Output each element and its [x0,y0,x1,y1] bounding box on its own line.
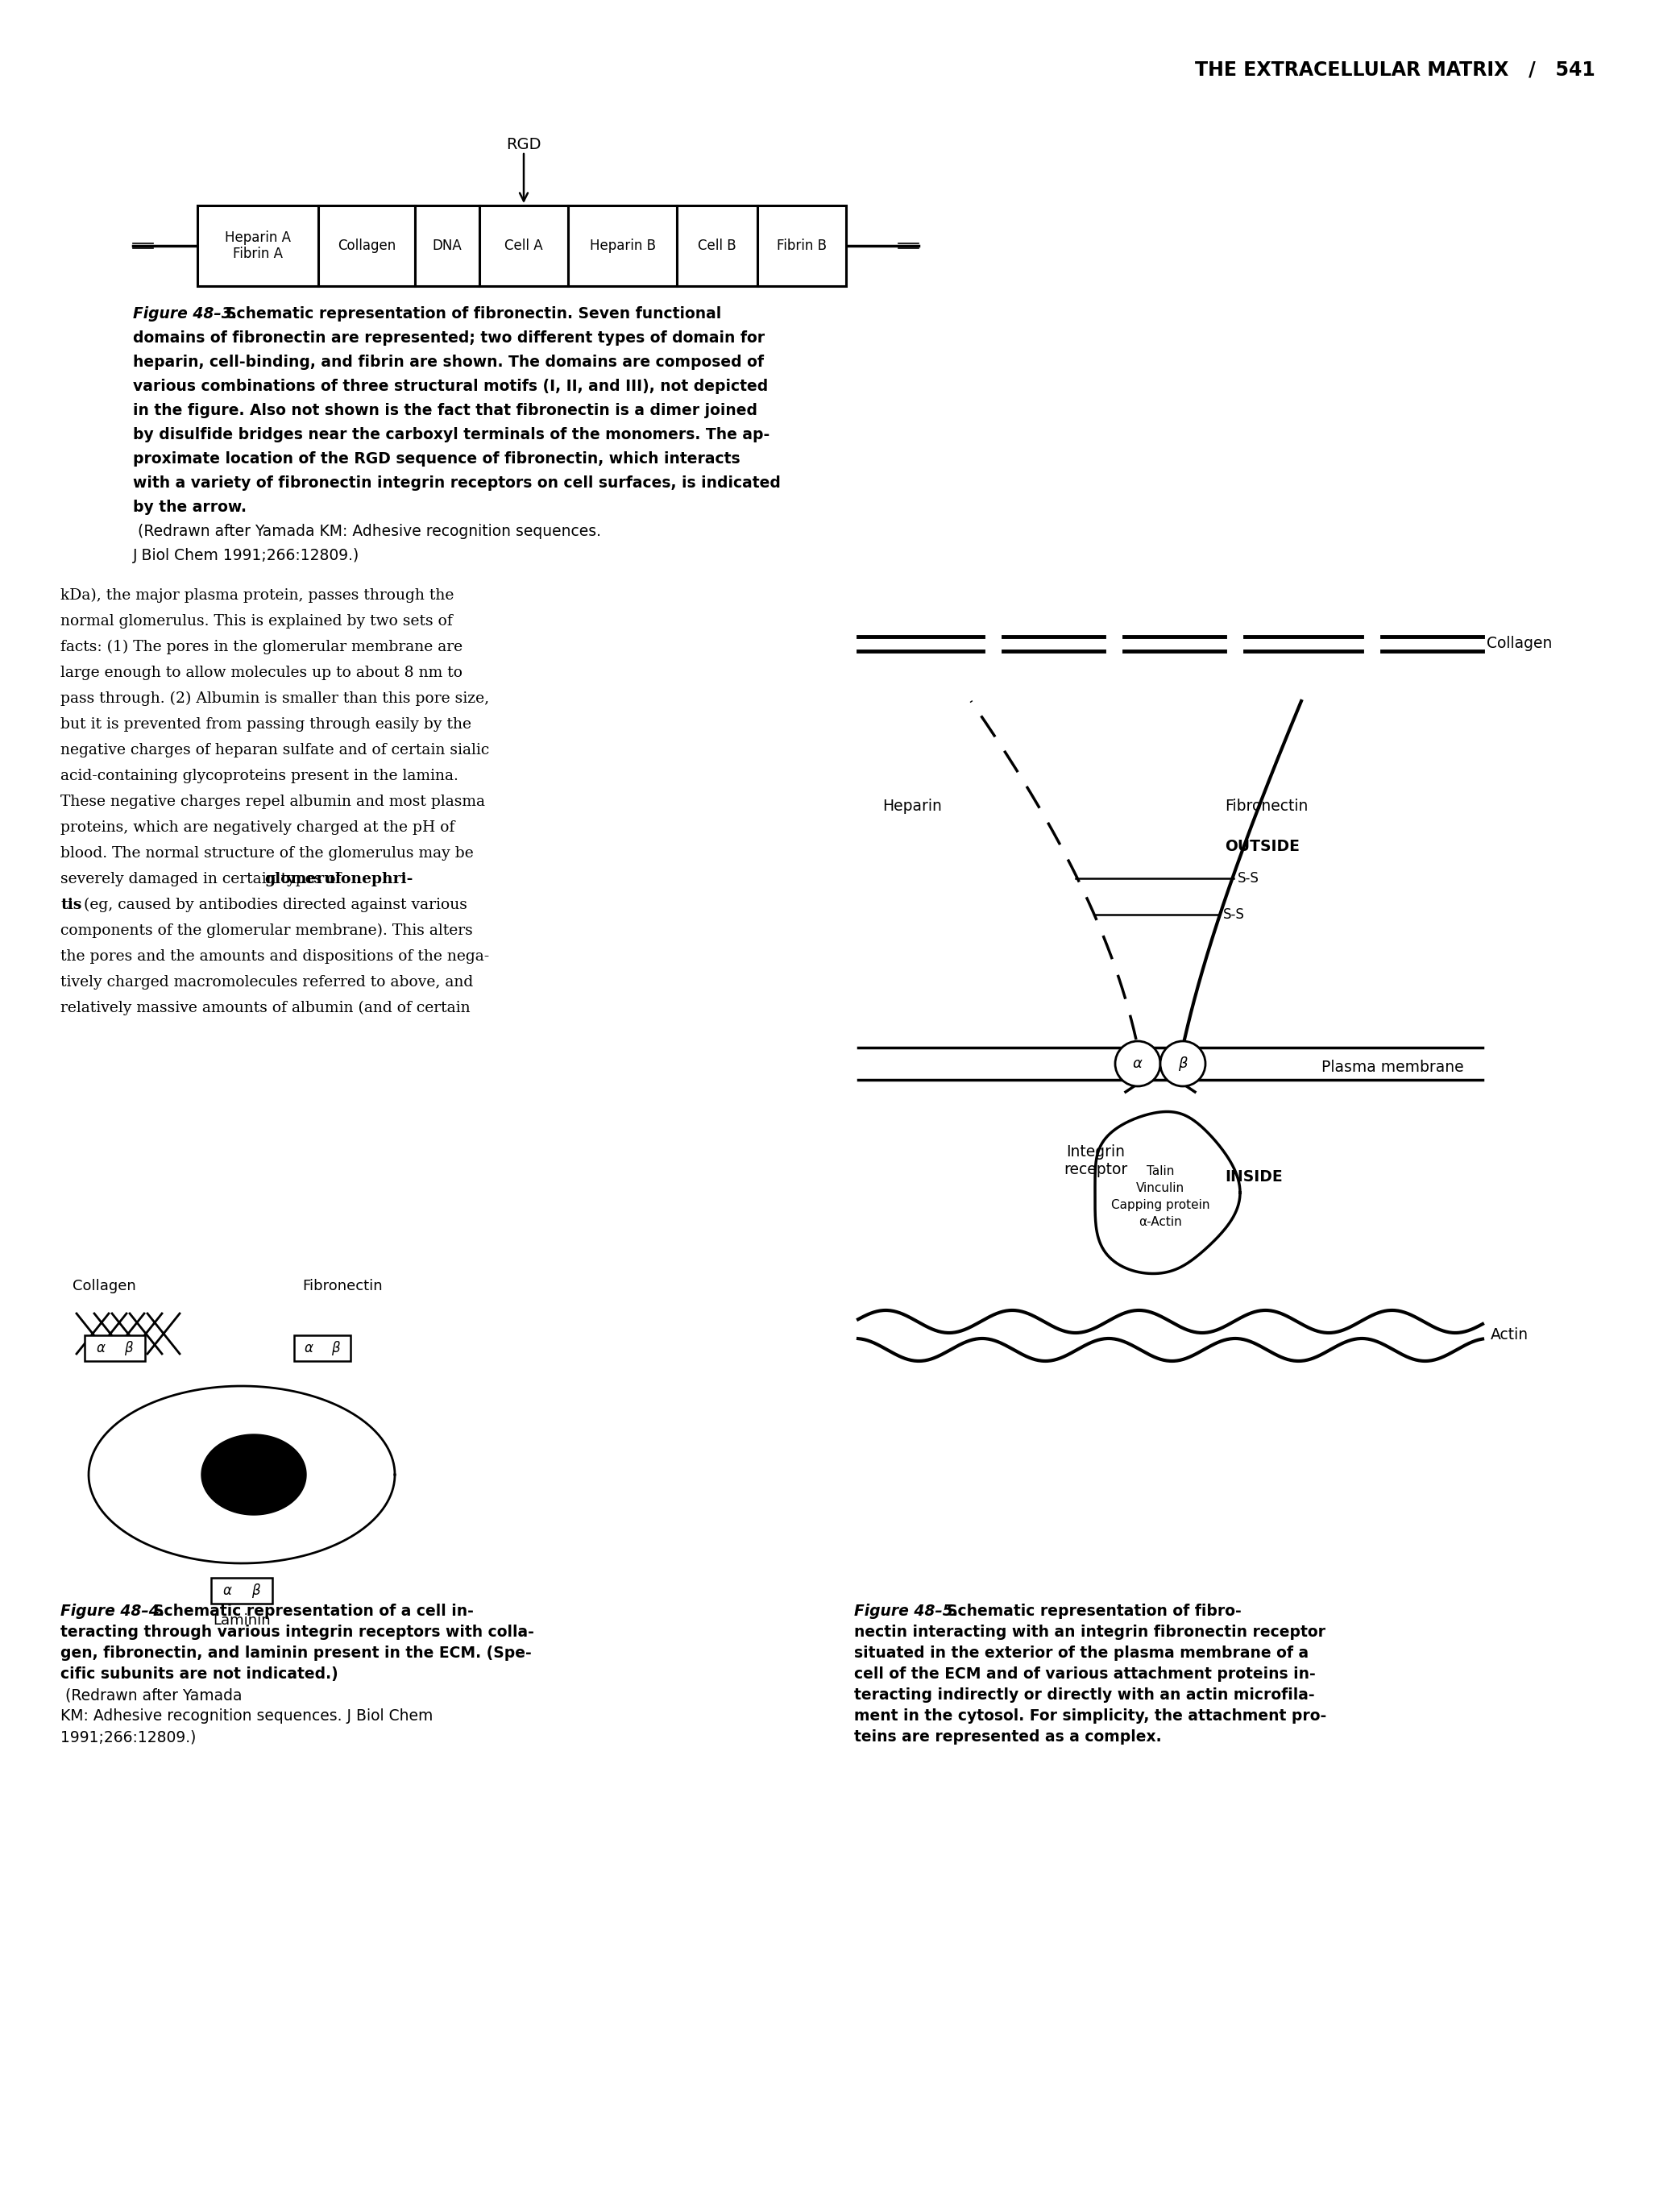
Text: Figure 48–4.: Figure 48–4. [60,1604,165,1619]
Text: Heparin: Heparin [882,799,942,814]
Text: situated in the exterior of the plasma membrane of a: situated in the exterior of the plasma m… [853,1646,1309,1661]
Text: (eg, caused by antibodies directed against various: (eg, caused by antibodies directed again… [79,898,467,911]
Bar [318,206,415,285]
Text: the pores and the amounts and dispositions of the nega-: the pores and the amounts and dispositio… [60,949,489,964]
Text: by the arrow.: by the arrow. [133,500,247,515]
Text: teracting indirectly or directly with an actin microfila-: teracting indirectly or directly with an… [853,1688,1315,1703]
Text: cific subunits are not indicated.): cific subunits are not indicated.) [60,1666,338,1681]
Text: gen, fibronectin, and laminin present in the ECM. (Spe-: gen, fibronectin, and laminin present in… [60,1646,531,1661]
Text: with a variety of fibronectin integrin receptors on cell surfaces, is indicated: with a variety of fibronectin integrin r… [133,476,781,491]
Text: in the figure. Also not shown is the fact that fibronectin is a dimer joined: in the figure. Also not shown is the fac… [133,403,758,418]
Text: Figure 48–3.: Figure 48–3. [133,305,237,321]
Text: cell of the ECM and of various attachment proteins in-: cell of the ECM and of various attachmen… [853,1666,1315,1681]
Text: $\beta$: $\beta$ [124,1338,134,1356]
Bar [415,206,479,285]
Text: components of the glomerular membrane). This alters: components of the glomerular membrane). … [60,922,472,938]
Text: THE EXTRACELLULAR MATRIX   /   541: THE EXTRACELLULAR MATRIX / 541 [1194,60,1596,80]
Text: Schematic representation of fibro-: Schematic representation of fibro- [948,1604,1242,1619]
Text: relatively massive amounts of albumin (and of certain: relatively massive amounts of albumin (a… [60,1000,470,1015]
Bar [84,1336,144,1360]
Text: heparin, cell-binding, and fibrin are shown. The domains are composed of: heparin, cell-binding, and fibrin are sh… [133,354,764,369]
Text: pass through. (2) Albumin is smaller than this pore size,: pass through. (2) Albumin is smaller tha… [60,692,489,706]
Text: 1991;266:12809.): 1991;266:12809.) [60,1730,197,1745]
Circle shape [1161,1042,1206,1086]
Text: Heparin A
Fibrin A: Heparin A Fibrin A [225,230,291,261]
Bar [758,206,847,285]
Text: S-S: S-S [1223,907,1245,922]
Polygon shape [202,1433,306,1515]
Bar [198,206,318,285]
Text: tively charged macromolecules referred to above, and: tively charged macromolecules referred t… [60,975,474,989]
Text: severely damaged in certain types of: severely damaged in certain types of [60,872,346,887]
Text: negative charges of heparan sulfate and of certain sialic: negative charges of heparan sulfate and … [60,743,489,757]
Text: by disulfide bridges near the carboxyl terminals of the monomers. The ap-: by disulfide bridges near the carboxyl t… [133,427,769,442]
Bar [677,206,758,285]
Text: Integrin
receptor: Integrin receptor [1063,1144,1127,1177]
Text: $\alpha$: $\alpha$ [1132,1057,1142,1071]
Text: $\beta$: $\beta$ [252,1582,260,1599]
Text: J Biol Chem 1991;266:12809.): J Biol Chem 1991;266:12809.) [133,549,360,564]
Text: Schematic representation of a cell in-: Schematic representation of a cell in- [153,1604,474,1619]
Text: Cell A: Cell A [504,239,543,252]
Bar [294,1336,351,1360]
Text: facts: (1) The pores in the glomerular membrane are: facts: (1) The pores in the glomerular m… [60,639,462,655]
Text: nectin interacting with an integrin fibronectin receptor: nectin interacting with an integrin fibr… [853,1624,1326,1639]
Text: INSIDE: INSIDE [1225,1168,1282,1183]
Text: Actin: Actin [1490,1327,1529,1343]
Text: tis: tis [60,898,82,911]
Text: DNA: DNA [432,239,462,252]
Polygon shape [1095,1113,1240,1274]
Text: Plasma membrane: Plasma membrane [1322,1060,1463,1075]
Text: RGD: RGD [506,137,541,153]
Text: but it is prevented from passing through easily by the: but it is prevented from passing through… [60,717,472,732]
Text: proteins, which are negatively charged at the pH of: proteins, which are negatively charged a… [60,821,455,834]
Text: (Redrawn after Yamada: (Redrawn after Yamada [60,1688,242,1703]
Text: Collagen: Collagen [72,1279,136,1294]
Text: S-S: S-S [1238,872,1260,885]
Text: glomerulonephri-: glomerulonephri- [265,872,413,887]
Text: domains of fibronectin are represented; two different types of domain for: domains of fibronectin are represented; … [133,330,764,345]
Text: ment in the cytosol. For simplicity, the attachment pro-: ment in the cytosol. For simplicity, the… [853,1708,1327,1723]
Circle shape [1116,1042,1161,1086]
Text: Collagen: Collagen [338,239,396,252]
Text: Cell B: Cell B [697,239,736,252]
Text: Fibronectin: Fibronectin [1225,799,1309,814]
Text: proximate location of the RGD sequence of fibronectin, which interacts: proximate location of the RGD sequence o… [133,451,741,467]
Text: $\alpha$: $\alpha$ [304,1340,314,1356]
Text: OUTSIDE: OUTSIDE [1225,838,1300,854]
Text: Laminin: Laminin [213,1613,270,1628]
Text: blood. The normal structure of the glomerulus may be: blood. The normal structure of the glome… [60,847,474,860]
Text: These negative charges repel albumin and most plasma: These negative charges repel albumin and… [60,794,486,810]
Text: Fibrin B: Fibrin B [776,239,827,252]
Text: Schematic representation of fibronectin. Seven functional: Schematic representation of fibronectin.… [225,305,721,321]
Text: Figure 48–5.: Figure 48–5. [853,1604,959,1619]
Text: (Redrawn after Yamada KM: Adhesive recognition sequences.: (Redrawn after Yamada KM: Adhesive recog… [133,524,601,540]
Text: Collagen: Collagen [1487,637,1552,653]
Text: teracting through various integrin receptors with colla-: teracting through various integrin recep… [60,1624,534,1639]
Bar [212,1577,272,1604]
Text: large enough to allow molecules up to about 8 nm to: large enough to allow molecules up to ab… [60,666,462,679]
Text: acid-containing glycoproteins present in the lamina.: acid-containing glycoproteins present in… [60,770,459,783]
Text: KM: Adhesive recognition sequences. J Biol Chem: KM: Adhesive recognition sequences. J Bi… [60,1708,433,1723]
Text: various combinations of three structural motifs (I, II, and III), not depicted: various combinations of three structural… [133,378,768,394]
Text: teins are represented as a complex.: teins are represented as a complex. [853,1730,1161,1745]
Bar [479,206,568,285]
Bar [568,206,677,285]
Text: kDa), the major plasma protein, passes through the: kDa), the major plasma protein, passes t… [60,588,454,604]
Text: Fibronectin: Fibronectin [302,1279,383,1294]
Text: $\beta$: $\beta$ [331,1338,341,1356]
Text: Heparin B: Heparin B [590,239,655,252]
Text: $\beta$: $\beta$ [1178,1055,1188,1073]
Text: normal glomerulus. This is explained by two sets of: normal glomerulus. This is explained by … [60,615,452,628]
Text: Talin
Vinculin
Capping protein
α-Actin: Talin Vinculin Capping protein α-Actin [1110,1166,1210,1228]
Text: $\alpha$: $\alpha$ [96,1340,106,1356]
Text: $\alpha$: $\alpha$ [222,1584,232,1597]
